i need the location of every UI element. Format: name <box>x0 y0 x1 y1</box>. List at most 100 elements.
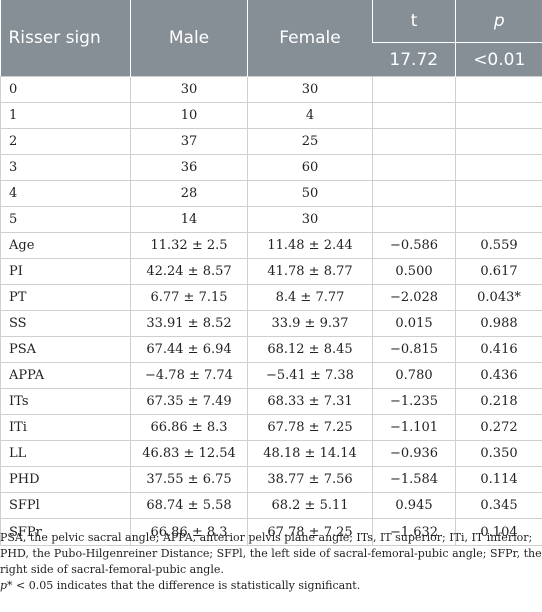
male-cell: 37.55 ± 6.75 <box>130 466 248 493</box>
t-cell: −1.235 <box>372 388 456 415</box>
row-label: PSA <box>0 336 131 363</box>
female-cell: 4 <box>247 102 373 129</box>
t-cell <box>372 76 456 103</box>
t-cell: 0.015 <box>372 310 456 337</box>
male-cell: 28 <box>130 180 248 207</box>
p-cell <box>455 154 542 181</box>
row-label: Age <box>0 232 131 259</box>
male-cell: 68.74 ± 5.58 <box>130 492 248 519</box>
male-cell: 42.24 ± 8.57 <box>130 258 248 285</box>
p-cell: 0.218 <box>455 388 542 415</box>
male-cell: 67.35 ± 7.49 <box>130 388 248 415</box>
header-p: p <box>455 0 542 43</box>
p-cell: 0.043* <box>455 284 542 311</box>
table-row: 5 14 30 <box>0 206 542 233</box>
male-cell: 46.83 ± 12.54 <box>130 440 248 467</box>
table-row: LL 46.83 ± 12.54 48.18 ± 14.14 −0.936 0.350 <box>0 440 542 467</box>
header-p-value: <0.01 <box>455 42 542 77</box>
table-row: 4 28 50 <box>0 180 542 207</box>
female-cell: 41.78 ± 8.77 <box>247 258 373 285</box>
t-cell: −0.815 <box>372 336 456 363</box>
row-label: ITs <box>0 388 131 415</box>
data-table: Risser sign Male Female t p 17.72 <0.01 … <box>0 0 542 546</box>
header-row: Risser sign Male Female t p <box>0 0 542 77</box>
t-cell <box>372 154 456 181</box>
p-cell: 0.559 <box>455 232 542 259</box>
male-cell: 10 <box>130 102 248 129</box>
significance-note: p* < 0.05 indicates that the difference … <box>0 579 361 592</box>
row-label: 3 <box>0 154 131 181</box>
female-cell: 67.78 ± 7.25 <box>247 518 373 546</box>
t-cell: −2.028 <box>372 284 456 311</box>
p-cell <box>455 128 542 155</box>
t-cell: −1.632 <box>372 518 456 546</box>
p-cell <box>455 102 542 129</box>
female-cell: 8.4 ± 7.77 <box>247 284 373 311</box>
p-cell: 0.272 <box>455 414 542 441</box>
table-row: PI 42.24 ± 8.57 41.78 ± 8.77 0.500 0.617 <box>0 258 542 285</box>
row-label: SS <box>0 310 131 337</box>
header-stats-row: 17.72 <0.01 <box>1 42 542 77</box>
row-label: 5 <box>0 206 131 233</box>
p-cell: 0.988 <box>455 310 542 337</box>
table-footnote: PSA, the pelvic sacral angle; APPA, ante… <box>0 530 542 594</box>
male-cell: 36 <box>130 154 248 181</box>
header-t-value: 17.72 <box>372 42 456 77</box>
female-cell: 25 <box>247 128 373 155</box>
row-label: ITi <box>0 414 131 441</box>
significance-p-symbol: p <box>0 579 8 592</box>
table-row: ITi 66.86 ± 8.3 67.78 ± 7.25 −1.101 0.272 <box>0 414 542 441</box>
t-cell: −1.101 <box>372 414 456 441</box>
male-cell: 37 <box>130 128 248 155</box>
table-row: PHD 37.55 ± 6.75 38.77 ± 7.56 −1.584 0.114 <box>0 466 542 493</box>
male-cell: −4.78 ± 7.74 <box>130 362 248 389</box>
t-cell <box>372 102 456 129</box>
t-cell: 0.780 <box>372 362 456 389</box>
male-cell: 67.44 ± 6.94 <box>130 336 248 363</box>
row-label: 2 <box>0 128 131 155</box>
row-label: APPA <box>0 362 131 389</box>
row-label: PT <box>0 284 131 311</box>
p-cell <box>455 206 542 233</box>
p-cell: 0.617 <box>455 258 542 285</box>
p-cell: 0.104 <box>455 518 542 546</box>
table-row: 3 36 60 <box>0 154 542 181</box>
female-cell: 30 <box>247 206 373 233</box>
row-label: PI <box>0 258 131 285</box>
p-cell: 0.436 <box>455 362 542 389</box>
p-cell: 0.345 <box>455 492 542 519</box>
male-cell: 14 <box>130 206 248 233</box>
header-risser-sign: Risser sign <box>0 0 131 77</box>
male-cell: 66.86 ± 8.3 <box>130 518 248 546</box>
row-label: SFPr <box>0 518 131 546</box>
row-label: 1 <box>0 102 131 129</box>
female-cell: 68.33 ± 7.31 <box>247 388 373 415</box>
p-cell: 0.416 <box>455 336 542 363</box>
t-cell: 0.945 <box>372 492 456 519</box>
table-row: PSA 67.44 ± 6.94 68.12 ± 8.45 −0.815 0.416 <box>0 336 542 363</box>
table-row: Age 11.32 ± 2.5 11.48 ± 2.44 −0.586 0.559 <box>0 232 542 259</box>
significance-text: < 0.05 indicates that the difference is … <box>12 579 361 592</box>
female-cell: 68.12 ± 8.45 <box>247 336 373 363</box>
male-cell: 11.32 ± 2.5 <box>130 232 248 259</box>
table-row: SFPr 66.86 ± 8.3 67.78 ± 7.25 −1.632 0.104 <box>0 518 542 546</box>
table-row: 0 30 30 <box>0 76 542 103</box>
table-row: SFPl 68.74 ± 5.58 68.2 ± 5.11 0.945 0.345 <box>0 492 542 519</box>
header-female: Female <box>247 0 373 77</box>
t-cell <box>372 128 456 155</box>
t-cell: −0.586 <box>372 232 456 259</box>
table-row: APPA −4.78 ± 7.74 −5.41 ± 7.38 0.780 0.436 <box>0 362 542 389</box>
p-cell: 0.350 <box>455 440 542 467</box>
row-label: 4 <box>0 180 131 207</box>
p-cell: 0.114 <box>455 466 542 493</box>
row-label: PHD <box>0 466 131 493</box>
male-cell: 66.86 ± 8.3 <box>130 414 248 441</box>
p-cell <box>455 180 542 207</box>
row-label: 0 <box>0 76 131 103</box>
table-row: PT 6.77 ± 7.15 8.4 ± 7.77 −2.028 0.043* <box>0 284 542 311</box>
female-cell: 48.18 ± 14.14 <box>247 440 373 467</box>
table-row: SS 33.91 ± 8.52 33.9 ± 9.37 0.015 0.988 <box>0 310 542 337</box>
female-cell: −5.41 ± 7.38 <box>247 362 373 389</box>
female-cell: 33.9 ± 9.37 <box>247 310 373 337</box>
t-cell <box>372 206 456 233</box>
